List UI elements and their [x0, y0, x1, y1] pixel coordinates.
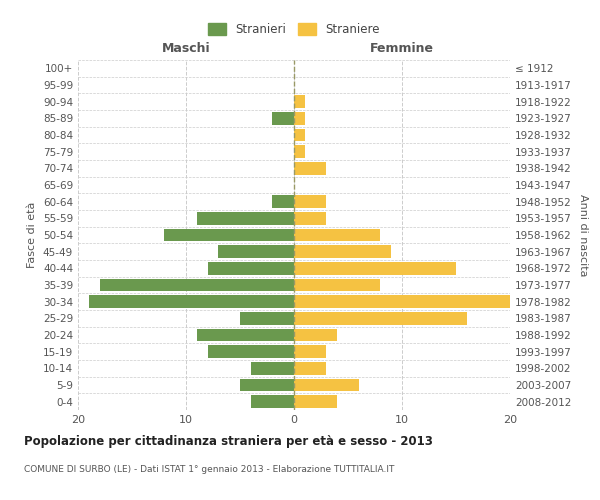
Bar	[294, 246, 391, 258]
Bar	[294, 362, 326, 374]
Bar	[294, 212, 326, 224]
Bar	[272, 196, 294, 208]
Bar	[197, 329, 294, 341]
Legend: Stranieri, Straniere: Stranieri, Straniere	[202, 17, 386, 42]
Bar	[240, 312, 294, 324]
Bar	[197, 212, 294, 224]
Bar	[208, 346, 294, 358]
Bar	[294, 229, 380, 241]
Bar	[208, 262, 294, 274]
Bar	[294, 129, 305, 141]
Bar	[294, 196, 326, 208]
Bar	[272, 112, 294, 124]
Text: Maschi: Maschi	[161, 42, 211, 55]
Bar	[251, 362, 294, 374]
Bar	[294, 379, 359, 391]
Bar	[294, 262, 456, 274]
Bar	[218, 246, 294, 258]
Bar	[294, 279, 380, 291]
Bar	[89, 296, 294, 308]
Bar	[294, 162, 326, 174]
Bar	[100, 279, 294, 291]
Text: COMUNE DI SURBO (LE) - Dati ISTAT 1° gennaio 2013 - Elaborazione TUTTITALIA.IT: COMUNE DI SURBO (LE) - Dati ISTAT 1° gen…	[24, 465, 394, 474]
Bar	[294, 312, 467, 324]
Bar	[294, 296, 510, 308]
Text: Popolazione per cittadinanza straniera per età e sesso - 2013: Popolazione per cittadinanza straniera p…	[24, 435, 433, 448]
Bar	[294, 112, 305, 124]
Bar	[240, 379, 294, 391]
Y-axis label: Anni di nascita: Anni di nascita	[578, 194, 588, 276]
Text: Femmine: Femmine	[370, 42, 434, 55]
Bar	[294, 146, 305, 158]
Bar	[294, 329, 337, 341]
Bar	[164, 229, 294, 241]
Y-axis label: Fasce di età: Fasce di età	[28, 202, 37, 268]
Bar	[251, 396, 294, 408]
Bar	[294, 96, 305, 108]
Bar	[294, 396, 337, 408]
Bar	[294, 346, 326, 358]
